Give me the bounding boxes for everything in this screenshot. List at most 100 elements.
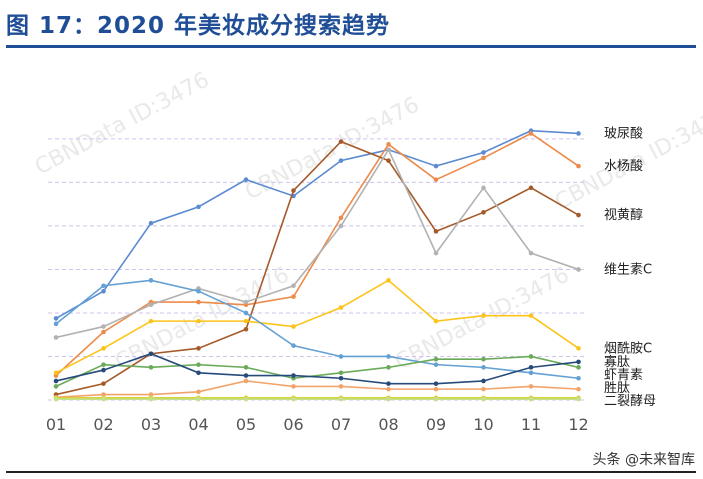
data-point (291, 373, 296, 378)
data-point (101, 367, 106, 373)
data-point (386, 381, 391, 386)
series-label: 维生素C (604, 262, 652, 277)
data-point (53, 316, 59, 321)
data-point (386, 386, 391, 392)
series-label: 虾青素 (604, 368, 643, 383)
data-point (481, 185, 486, 191)
data-point (528, 354, 534, 359)
data-point (528, 370, 534, 376)
data-point (481, 155, 486, 161)
x-tick-label: 04 (188, 415, 208, 434)
figure-title: 图 17：2020 年美妆成分搜索趋势 (6, 13, 391, 39)
data-point (386, 158, 391, 163)
data-point (338, 384, 344, 389)
data-point (196, 389, 201, 395)
data-point (53, 384, 59, 389)
x-tick-label: 01 (46, 415, 66, 434)
series-label: 水杨酸 (604, 159, 643, 174)
x-tick-label: 07 (331, 415, 351, 434)
data-point (291, 294, 296, 299)
data-point (53, 396, 59, 402)
data-point (148, 351, 154, 357)
series-label: 二裂酵母 (604, 394, 656, 409)
x-tick-label: 05 (236, 415, 256, 434)
data-point (433, 356, 439, 362)
data-point (101, 381, 106, 386)
data-point (338, 305, 344, 310)
data-point (53, 335, 59, 340)
series-line (55, 279, 579, 380)
data-point (481, 396, 486, 402)
x-axis-ticks: 01 02 03 04 05 06 07 08 09 10 11 12 (46, 415, 589, 434)
data-point (433, 381, 439, 386)
data-point (481, 210, 486, 215)
data-point (243, 177, 249, 182)
data-point (528, 131, 534, 136)
data-point (291, 396, 296, 402)
data-point (101, 392, 106, 397)
data-point (576, 396, 581, 402)
series-line (55, 148, 579, 339)
data-point (338, 375, 344, 381)
data-point (243, 396, 249, 402)
x-tick-label: 11 (521, 415, 541, 434)
gridlines (48, 138, 586, 401)
data-point (528, 384, 534, 389)
data-point (386, 147, 391, 153)
data-point (53, 378, 59, 384)
data-point (338, 396, 344, 402)
data-point (148, 396, 154, 402)
data-point (528, 185, 534, 191)
data-point (243, 373, 249, 378)
data-point (528, 250, 534, 256)
x-tick-label: 02 (93, 415, 113, 434)
series-line (55, 352, 579, 385)
series-lines (53, 128, 581, 402)
data-point (338, 370, 344, 376)
data-point (148, 278, 154, 283)
watermark-text: CBNData ID:3476 (241, 92, 423, 205)
data-point (576, 212, 581, 218)
data-point (386, 396, 391, 402)
data-point (196, 396, 201, 402)
data-point (101, 346, 106, 351)
data-point (148, 318, 154, 324)
watermark-layer: CBNData ID:3476 CBNData ID:3476 CBNData ID… (31, 67, 703, 375)
data-point (576, 375, 581, 381)
data-point (196, 346, 201, 351)
x-tick-label: 12 (568, 415, 588, 434)
series-label: 寡肽 (604, 354, 630, 370)
series-line (55, 140, 579, 396)
data-point (576, 163, 581, 169)
series-line (55, 355, 579, 388)
data-point (433, 318, 439, 324)
data-point (291, 384, 296, 389)
data-point (101, 396, 106, 402)
data-point (576, 267, 581, 272)
data-point (576, 386, 581, 392)
data-point (148, 302, 154, 308)
watermark-text: CBNData ID:3476 (31, 67, 213, 180)
x-tick-label: 08 (378, 415, 398, 434)
data-point (528, 313, 534, 318)
data-point (101, 288, 106, 294)
data-point (576, 346, 581, 351)
data-point (433, 396, 439, 402)
data-point (433, 250, 439, 256)
data-point (148, 220, 154, 226)
data-point (101, 324, 106, 329)
data-point (148, 392, 154, 397)
x-tick-label: 03 (141, 415, 161, 434)
data-point (576, 365, 581, 370)
data-point (386, 354, 391, 359)
data-point (386, 142, 391, 147)
data-point (243, 299, 249, 305)
data-point (53, 321, 59, 327)
data-point (386, 365, 391, 370)
data-point (528, 396, 534, 402)
data-point (433, 177, 439, 182)
data-point (386, 278, 391, 283)
data-point (338, 354, 344, 359)
